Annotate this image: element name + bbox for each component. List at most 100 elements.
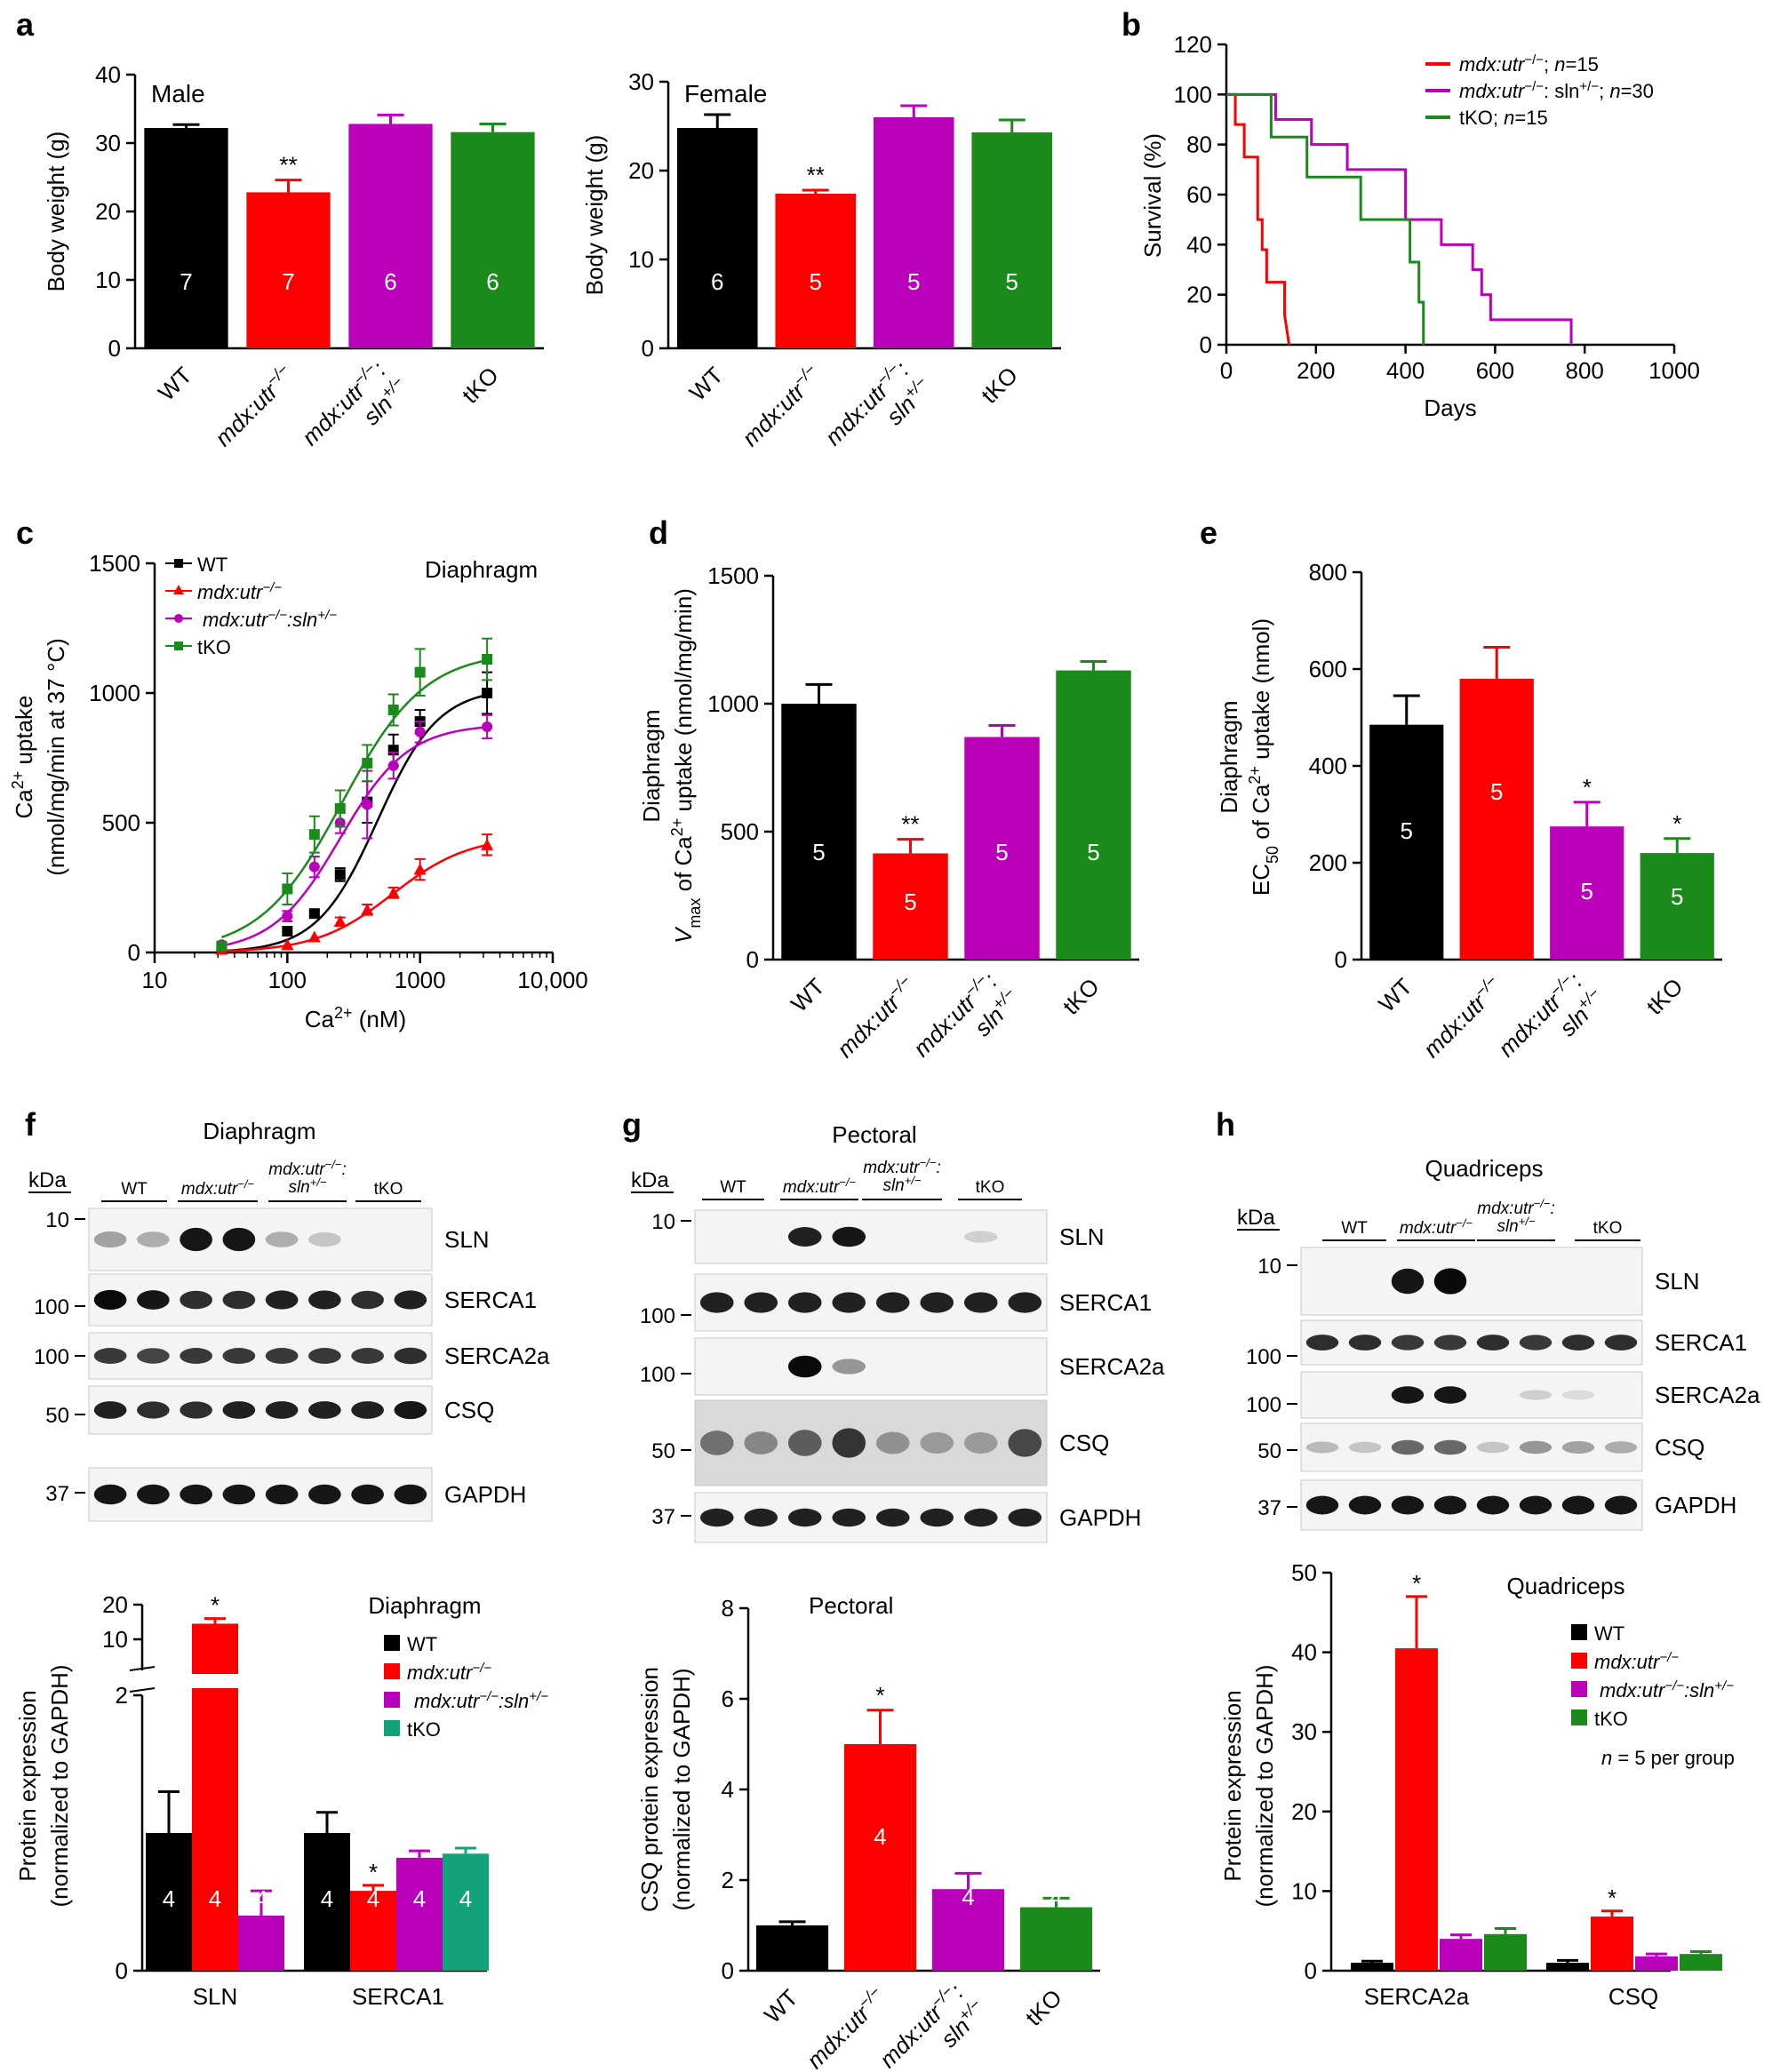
lane-group-label: mdx:utr−/− [783, 1175, 857, 1198]
legend-note: n = 5 per group [1601, 1747, 1735, 1769]
blot-title: Quadriceps [1425, 1155, 1544, 1182]
legend-entry: mdx:utr−/− [1594, 1650, 1679, 1674]
bar [1484, 1933, 1527, 1971]
blot-band [963, 1231, 998, 1243]
legend-entry: mdx:utr−/−: sln+/−; n=30 [1459, 79, 1654, 103]
blot-band [744, 1292, 778, 1313]
x-tick-label: 0 [1220, 357, 1233, 384]
blot-strip [694, 1337, 1048, 1396]
bar-4 [1640, 853, 1714, 960]
blot-label-serca1: SERCA1 [1059, 1289, 1152, 1316]
bar-3 [873, 117, 954, 348]
kda-marker: 10 [45, 1208, 69, 1232]
legend-entry: mdx:utr−/−; n=15 [1459, 52, 1599, 76]
y-tick-label: 0 [642, 335, 654, 362]
blot-label-csq: CSQ [444, 1397, 494, 1423]
panel-letter: e [1200, 514, 1217, 551]
blot-band [394, 1400, 427, 1420]
blot-band [744, 1508, 778, 1527]
significance-star: * [211, 1592, 220, 1619]
x-tick-label: 10 [142, 967, 168, 993]
lane-group-label: WT [1341, 1219, 1368, 1238]
blot-band [137, 1231, 170, 1247]
blot-band [1391, 1335, 1425, 1351]
blot-band [832, 1508, 866, 1527]
significance-star: ** [807, 162, 825, 188]
y-axis-label: Diaphragm [638, 709, 665, 822]
bar-n-label: 5 [907, 268, 920, 295]
blot-band [180, 1348, 212, 1364]
blot-band [222, 1348, 256, 1364]
blot-band [1391, 1439, 1425, 1455]
lane-group-label: sln+/− [288, 1175, 327, 1198]
blot-band [137, 1290, 170, 1310]
x-tick-label: 1000 [1648, 357, 1700, 384]
legend-entry: mdx:utr−/−:sln+/− [414, 1689, 548, 1713]
bar-n-label: 5 [1671, 883, 1683, 910]
blot-f: Diaphragm kDa WT mdx:utr−/− mdx:utr−/−:sln+/… [28, 1118, 550, 1522]
blot-band [137, 1401, 170, 1419]
bar [1351, 1963, 1393, 1971]
x-tick-label: 400 [1386, 357, 1425, 384]
blot-strip [694, 1399, 1048, 1486]
kda-marker: 10 [1257, 1255, 1281, 1279]
survival-line-3 [1226, 92, 1425, 345]
y-axis-label: Survival (%) [1139, 133, 1166, 258]
tick-label-wt: WT [786, 973, 830, 1017]
blot-band [1604, 1335, 1638, 1351]
blot-band [1604, 1441, 1638, 1454]
bar [1680, 1954, 1722, 1971]
legend-entry: tKO; n=15 [1459, 107, 1548, 129]
y-tick-label: 30 [1291, 1718, 1317, 1745]
y-tick-label: 6 [722, 1685, 734, 1712]
blot-band [180, 1401, 212, 1419]
x-category-label: CSQ [1608, 1983, 1658, 2010]
y-axis-label-units: (nmol/mg/min at 37 °C) [43, 638, 69, 876]
blot-band [1391, 1495, 1425, 1515]
bar-n-label: 5 [1087, 839, 1099, 865]
blot-label-gapdh: GAPDH [1655, 1492, 1736, 1518]
blot-title: Pectoral [832, 1121, 916, 1148]
blot-band [222, 1290, 256, 1310]
blot-band [1433, 1439, 1467, 1455]
chart-e: 02004006008005WT5mdx:utr−/−5*mdx:utr−/−:… [1216, 559, 1722, 1063]
chart-title: Diaphragm [425, 556, 538, 583]
blot-label-gapdh: GAPDH [444, 1481, 526, 1508]
y-tick-label: 0 [722, 1957, 734, 1984]
y-tick-label: 0 [1335, 946, 1347, 973]
blot-band [875, 1292, 910, 1313]
blot-g: Pectoral kDa WT mdx:utr−/− mdx:utr−/−:sln+/−… [631, 1121, 1165, 1543]
data-point [282, 883, 293, 895]
y-axis-label: Vmax of Ca2+ uptake (nmol/mg/min) [668, 588, 704, 944]
panel-letter: h [1216, 1106, 1235, 1143]
y-axis-label: (normalized to GAPDH) [1251, 1664, 1278, 1907]
legend-entry: WT [1594, 1622, 1624, 1645]
kda-marker: 100 [1246, 1345, 1281, 1369]
blot-band [699, 1430, 734, 1455]
x-tick-label: 200 [1297, 357, 1335, 384]
blot-band [1008, 1508, 1042, 1527]
y-tick-label: 2 [722, 1867, 734, 1893]
blot-band [787, 1430, 822, 1456]
y-tick-label: 10 [1291, 1877, 1317, 1904]
data-point [387, 886, 400, 898]
legend-entry: mdx:utr−/−:sln+/− [203, 608, 337, 632]
y-axis-label: Body weight (g) [581, 135, 608, 296]
bar-n-label: 4 [786, 1884, 798, 1910]
bar-3 [931, 1889, 1005, 1971]
y-tick-label: 0 [116, 1957, 128, 1984]
y-tick-label: 1000 [707, 690, 759, 717]
blot-band [222, 1227, 256, 1252]
blot-band [1604, 1495, 1638, 1515]
lane-group-label: mdx:utr−/−: [863, 1156, 940, 1178]
data-point [308, 829, 320, 841]
tick-label-tko: tKO [976, 362, 1023, 409]
kda-marker: 10 [651, 1210, 675, 1234]
y-tick-label: 20 [95, 198, 121, 225]
y-tick-label: 60 [1186, 181, 1212, 208]
blot-band [1519, 1440, 1553, 1454]
y-tick-label: 500 [721, 818, 759, 845]
blot-band [920, 1432, 954, 1454]
blot-band [1561, 1335, 1595, 1351]
tick-label-wt: WT [1373, 973, 1417, 1017]
